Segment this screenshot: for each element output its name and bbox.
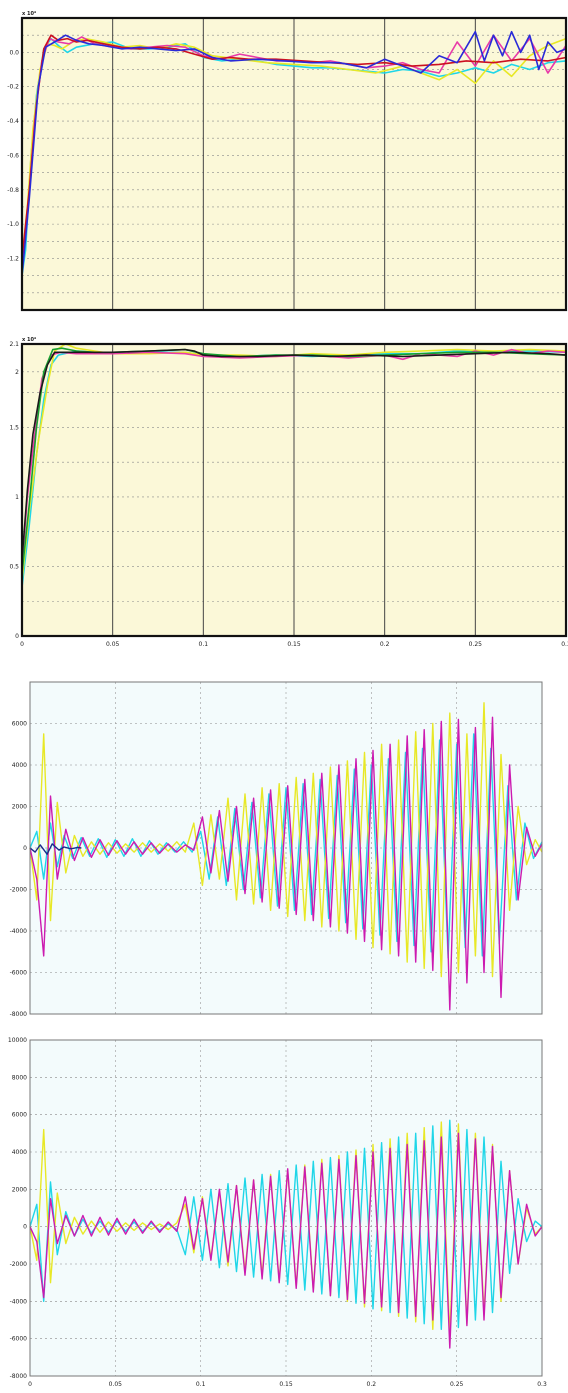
series-line-5: [21, 348, 567, 560]
chart-panel-2: 2.1 2 1.5 1 0.5 00 0.05 0.1 0.15 0.2 0.25 0.3 x 10⁴: [0, 330, 568, 662]
tick-labels: 2.1 2 1.5 1 0.5 00 0.05 0.1 0.15 0.2 0.25 0.3: [9, 341, 568, 648]
x-tick-label: 0.15: [287, 641, 301, 648]
y-tick-label: 0: [15, 633, 19, 640]
plot-border: [20, 342, 568, 638]
chart-panel-4: 10000 8000 6000 4000 2000 0 -2000 -4000 -6000 -80…: [0, 1027, 568, 1393]
x-tick-label: 0: [20, 641, 24, 648]
plot-border: [20, 16, 568, 312]
y-tick-label: 0: [23, 845, 27, 852]
series-group: [29, 1119, 543, 1349]
y-tick-label: -1.2: [7, 255, 19, 262]
x-tick-label: 0.3: [561, 641, 568, 648]
y-tick-label: -6000: [10, 1336, 28, 1343]
y-tick-label: 0: [23, 1224, 27, 1231]
y-tick-label: 4000: [12, 1149, 27, 1156]
series-group: [21, 343, 567, 588]
y-tick-label: -0.6: [7, 152, 19, 159]
series-group: [21, 30, 567, 276]
chart-panel-3: 6000 4000 2000 0 -2000 -4000 -6000 -8000: [0, 665, 568, 1027]
x-tick-label: 0.05: [106, 641, 120, 648]
y-tick-label: 8000: [12, 1074, 27, 1081]
x-tick-label: 0.3: [537, 1381, 547, 1388]
y-tick-label: -4000: [10, 928, 28, 935]
y-tick-label: -2000: [10, 887, 28, 894]
y-tick-label: -0.8: [7, 187, 19, 194]
x-tick-label: 0.05: [109, 1381, 123, 1388]
y-tick-label: -1.0: [7, 221, 19, 228]
y-tick-label: 0.0: [9, 49, 19, 56]
y-tick-label: 4000: [12, 762, 27, 769]
plot-border: [29, 681, 543, 1015]
tick-labels: 6000 4000 2000 0 -2000 -4000 -6000 -8000: [10, 721, 28, 1019]
y-tick-label: -8000: [10, 1011, 28, 1018]
series-line-2: [21, 343, 567, 581]
tick-labels: 0.0 -0.2 -0.4 -0.6 -0.8 -1.0 -1.2: [7, 49, 19, 262]
x-tick-label: 0.2: [380, 641, 390, 648]
x-tick-label: 0.25: [450, 1381, 464, 1388]
tick-labels: 10000 8000 6000 4000 2000 0 -2000 -4000 -6000 -80…: [8, 1037, 547, 1388]
series-line-3: [29, 716, 543, 1011]
y-tick-label: -8000: [10, 1373, 28, 1380]
y-tick-label: 10000: [8, 1037, 27, 1044]
series-line-4: [29, 843, 82, 855]
y-tick-label: 2000: [12, 804, 27, 811]
series-line-4: [21, 34, 567, 259]
y-tick-label: 0.5: [9, 563, 19, 570]
series-line-5: [21, 30, 567, 276]
y-tick-label: -0.4: [7, 118, 19, 125]
y-tick-label: 2: [15, 369, 19, 376]
series-line-3: [21, 34, 567, 268]
y-tick-label: 2.1: [9, 341, 19, 348]
x-tick-label: 0: [28, 1381, 32, 1388]
y-tick-label: 1.5: [9, 424, 19, 431]
y-tick-label: -4000: [10, 1298, 28, 1305]
x-tick-label: 0.2: [367, 1381, 377, 1388]
plot-border: [29, 1039, 543, 1377]
axis-exponent-label: x 10⁴: [22, 11, 36, 17]
chart-panel-1: 0.0 -0.2 -0.4 -0.6 -0.8 -1.0 -1.2 x 10⁴: [0, 0, 568, 330]
y-tick-label: 2000: [12, 1186, 27, 1193]
x-tick-label: 0.1: [196, 1381, 206, 1388]
x-tick-label: 0.25: [469, 641, 483, 648]
y-tick-label: -6000: [10, 970, 28, 977]
y-tick-label: 6000: [12, 1112, 27, 1119]
y-tick-label: -2000: [10, 1261, 28, 1268]
axis-exponent-label: x 10⁴: [22, 337, 36, 343]
y-tick-label: 6000: [12, 721, 27, 728]
series-group: [29, 702, 543, 1011]
y-tick-label: -0.2: [7, 84, 19, 91]
x-tick-label: 0.15: [279, 1381, 293, 1388]
x-tick-label: 0.1: [199, 641, 209, 648]
y-tick-label: 1: [15, 494, 19, 501]
series-line-3: [29, 1132, 543, 1349]
